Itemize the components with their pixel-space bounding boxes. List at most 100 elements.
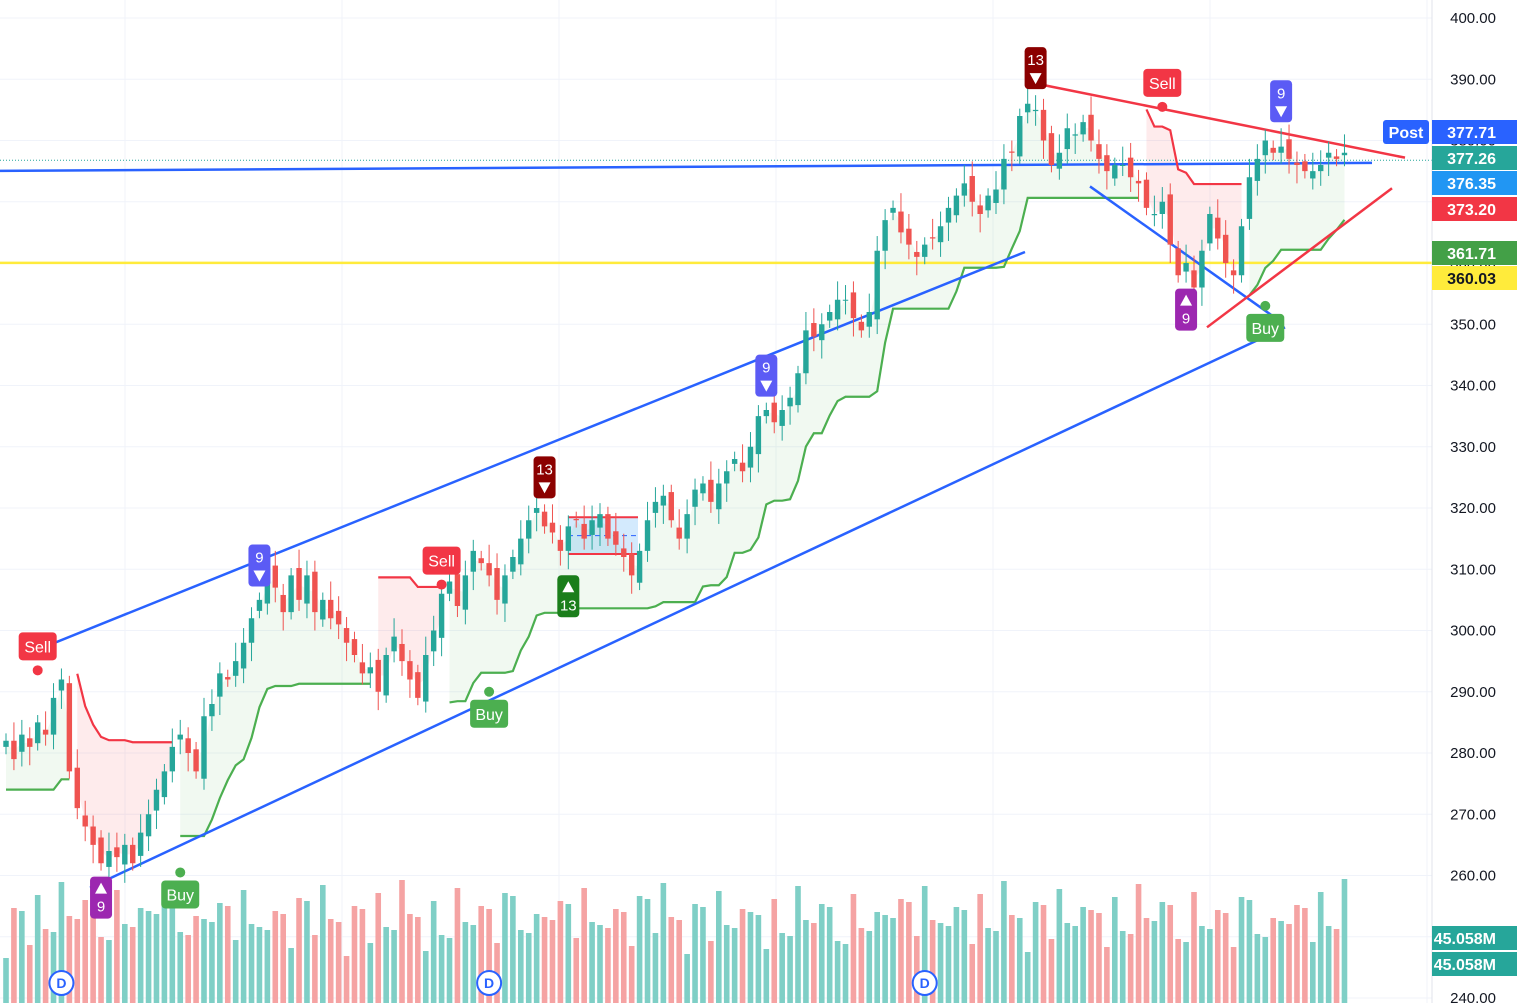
candle-body	[1104, 155, 1110, 172]
volume-bar	[613, 909, 619, 1003]
volume-bar	[779, 933, 785, 1003]
resistance-line	[0, 161, 1373, 173]
axis-tick-label: 390.00	[1450, 71, 1496, 88]
count-text: 9	[762, 360, 770, 377]
volume-bar	[1072, 926, 1078, 1003]
volume-bar	[533, 914, 540, 1003]
candle-body	[684, 514, 690, 539]
volume-bar	[1104, 947, 1110, 1003]
volume-bar	[248, 924, 255, 1003]
volume-bar	[3, 958, 9, 1003]
volume-bar	[1056, 889, 1063, 1003]
axis-tick-label: 400.00	[1450, 10, 1496, 27]
volume-bar	[850, 894, 857, 1003]
axis-tick-label: 280.00	[1450, 745, 1496, 762]
volume-bar	[755, 915, 762, 1003]
candle-body	[288, 575, 294, 613]
count-down-label	[1024, 47, 1047, 90]
count-down-label	[533, 456, 556, 499]
candle-body	[771, 402, 777, 423]
candle-body	[145, 814, 152, 837]
volume-bar	[375, 893, 382, 1003]
axis-tick-label: 350.00	[1450, 316, 1496, 333]
triangle-lower-line	[1206, 187, 1393, 329]
volume-bar	[1080, 907, 1086, 1003]
sell-signal-text: Sell	[428, 554, 455, 571]
candle-body	[415, 672, 421, 698]
candle-body	[621, 548, 627, 557]
candle-body	[882, 220, 888, 251]
candle-body	[953, 195, 960, 216]
candle-body	[700, 483, 706, 494]
axis-tick-label: 330.00	[1450, 439, 1496, 456]
candle-body	[565, 526, 572, 551]
volume-bar	[1270, 918, 1276, 1003]
candle-body	[747, 446, 754, 468]
count-text: 13	[536, 461, 553, 478]
volume-bar	[898, 899, 904, 1003]
candle-body	[328, 599, 334, 619]
candle-body	[1088, 114, 1094, 141]
volume-bar	[153, 914, 160, 1003]
volume-bar	[335, 922, 342, 1003]
volume-bar	[811, 923, 817, 1003]
volume-bar	[1088, 910, 1094, 1003]
candle-body	[153, 789, 160, 811]
buy-signal-dot	[175, 867, 186, 878]
volume-bar	[26, 945, 33, 1003]
candle-body	[1040, 109, 1047, 141]
candle-body	[193, 749, 199, 772]
volume-bar	[209, 922, 215, 1003]
candle-body	[906, 228, 912, 245]
volume-bar	[1191, 892, 1197, 1003]
volume-bar	[874, 912, 880, 1003]
candle-body	[1207, 214, 1213, 244]
candle-body	[137, 832, 144, 856]
volume-bar	[1317, 892, 1324, 1003]
candle-body	[1278, 146, 1284, 153]
trend-fill	[1146, 109, 1242, 279]
dividend-marker-text: D	[920, 975, 930, 991]
candle-body	[225, 677, 231, 680]
candle-body	[763, 410, 770, 417]
candle-body	[399, 643, 405, 662]
candle-body	[1056, 152, 1063, 169]
candle-body	[201, 716, 207, 779]
volume-bar	[644, 899, 651, 1003]
buy-signal-label	[161, 880, 200, 909]
candle-body	[1262, 140, 1268, 156]
candle-body	[1017, 116, 1023, 157]
volume-bar	[217, 903, 223, 1003]
count-text: 9	[1277, 85, 1285, 102]
dividend-marker	[48, 970, 75, 996]
volume-bar	[716, 891, 722, 1003]
candle-body	[1080, 122, 1086, 135]
count-down-label	[755, 354, 778, 397]
volume-bar	[1238, 897, 1245, 1003]
volume-tag-bg	[1432, 926, 1517, 950]
volume-bar	[1064, 923, 1071, 1003]
supertrend-up	[1248, 219, 1346, 296]
candle-body	[1120, 165, 1126, 166]
volume-bar	[1159, 902, 1166, 1003]
candle-body	[272, 565, 278, 588]
count-down-label	[248, 544, 271, 587]
volume-bar	[541, 917, 548, 1003]
triangle-down-icon	[1029, 73, 1042, 85]
candle-body	[1183, 263, 1189, 272]
volume-bar	[1143, 918, 1150, 1003]
volume-bar	[937, 923, 944, 1003]
volume-bar	[953, 907, 960, 1003]
volume-bar	[391, 930, 397, 1003]
supertrend-lines	[6, 108, 1346, 838]
candle-body	[1112, 165, 1118, 179]
volume-bar	[42, 929, 49, 1003]
candle-body	[1286, 139, 1292, 159]
volume-bar	[312, 935, 318, 1003]
volume-bar	[1048, 939, 1055, 1003]
count-text: 9	[255, 550, 263, 567]
post-badge-text: Post	[1389, 125, 1424, 142]
candle-body	[359, 662, 366, 674]
